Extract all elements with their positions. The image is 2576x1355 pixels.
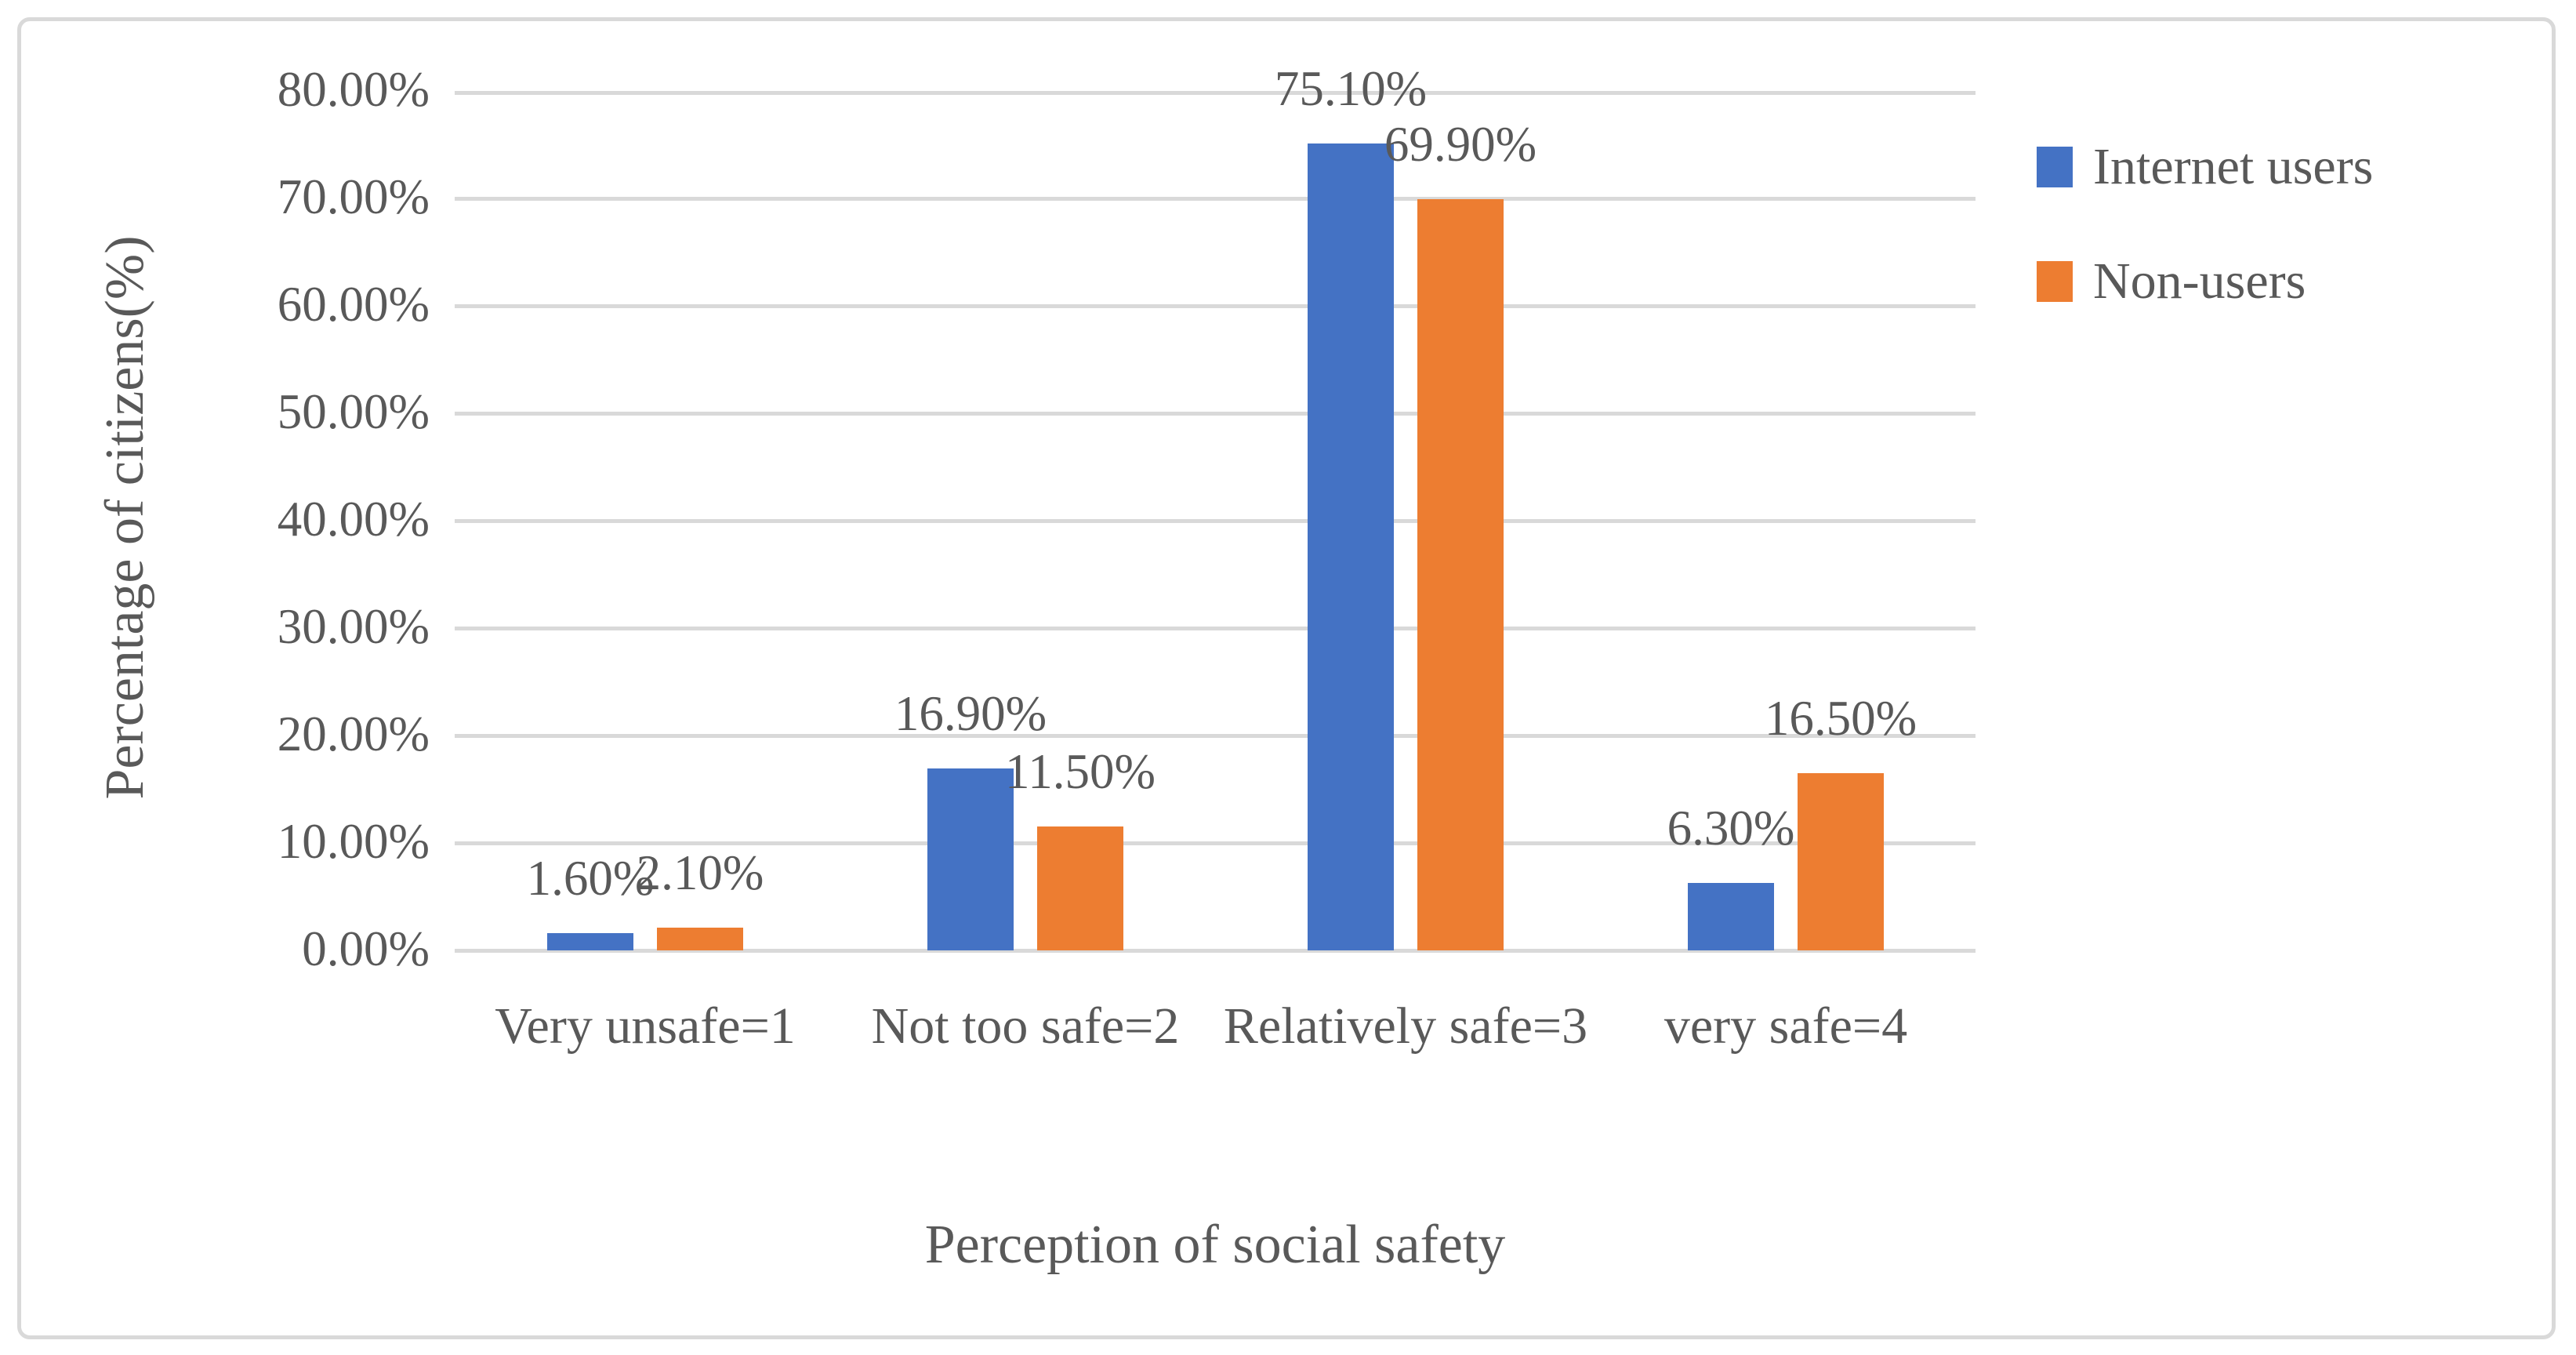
bar-internet-users — [1308, 143, 1394, 950]
gridline — [455, 949, 1976, 953]
y-axis-tick-labels: 0.00% 10.00% 20.00% 30.00% 40.00% 50.00% 60.00… — [0, 62, 430, 976]
legend-item-internet-users: Internet users — [2037, 138, 2373, 195]
gridline — [455, 627, 1976, 630]
bar-non-users — [1037, 826, 1123, 950]
bar-value-label: 11.50% — [1005, 743, 1156, 799]
gridline — [455, 197, 1976, 201]
chart-outer-border — [17, 17, 2556, 1339]
x-axis-category-labels: Very unsafe=1 Not too safe=2 Relatively sa… — [455, 984, 1976, 1164]
bar-value-label: 2.10% — [636, 845, 764, 900]
y-tick-label: 10.00% — [277, 814, 430, 870]
y-tick-label: 70.00% — [277, 169, 430, 225]
category-label: Very unsafe=1 — [495, 997, 796, 1055]
legend-swatch-internet-users-icon — [2037, 147, 2073, 187]
gridline — [455, 519, 1976, 523]
legend: Internet users Non-users — [2037, 138, 2373, 374]
y-tick-label: 30.00% — [277, 599, 430, 655]
gridline — [455, 734, 1976, 738]
gridline — [455, 841, 1976, 845]
bar-value-label: 6.30% — [1667, 800, 1795, 856]
category-label: Relatively safe=3 — [1223, 997, 1588, 1055]
legend-swatch-non-users-icon — [2037, 261, 2073, 302]
y-tick-label: 0.00% — [302, 921, 430, 977]
y-tick-label: 80.00% — [277, 62, 430, 118]
x-axis-title: Perception of social safety — [924, 1215, 1506, 1275]
category-label: Not too safe=2 — [871, 997, 1180, 1055]
bar-value-label: 16.50% — [1764, 690, 1917, 746]
legend-label-non-users: Non-users — [2093, 252, 2306, 310]
bar-non-users — [1798, 773, 1884, 950]
bar-internet-users — [1688, 883, 1774, 950]
legend-item-non-users: Non-users — [2037, 252, 2373, 310]
bar-value-label: 16.90% — [894, 685, 1047, 741]
y-tick-label: 40.00% — [277, 492, 430, 547]
y-tick-label: 20.00% — [277, 707, 430, 762]
bar-non-users — [657, 928, 743, 950]
bar-internet-users — [547, 933, 633, 950]
y-tick-label: 60.00% — [277, 277, 430, 332]
y-tick-label: 50.00% — [277, 384, 430, 440]
category-label: very safe=4 — [1664, 997, 1908, 1055]
bar-value-label: 69.90% — [1384, 116, 1537, 172]
gridline — [455, 91, 1976, 95]
legend-label-internet-users: Internet users — [2093, 138, 2374, 195]
gridline — [455, 304, 1976, 308]
bar-value-label: 75.10% — [1274, 60, 1428, 116]
bar-non-users — [1417, 199, 1504, 950]
plot-area: 1.60% 2.10% 16.90% 11.50% 75.10% 69.90% 6.30% 1… — [455, 61, 1976, 953]
bar-internet-users — [927, 768, 1014, 950]
gridline — [455, 412, 1976, 416]
bar-value-label: 1.60% — [526, 850, 655, 906]
